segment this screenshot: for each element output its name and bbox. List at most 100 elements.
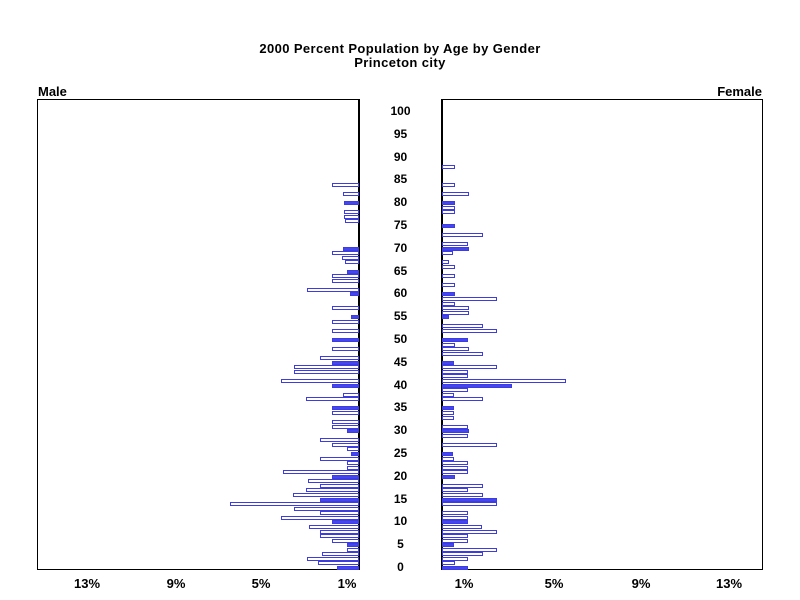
bar-female-age-8 xyxy=(442,530,497,534)
bar-male-age-38 xyxy=(343,393,359,397)
bar-male-age-13 xyxy=(294,507,359,511)
age-axis: 0 5 10 15 20 25 30 35 40 45 50 55 60 65 70 75 80 85 90 95 10… xyxy=(361,99,440,574)
bar-male-age-19 xyxy=(308,479,359,483)
bar-male-age-32 xyxy=(332,420,359,424)
age-tick-label-35: 35 xyxy=(393,400,408,414)
bar-male-age-0 xyxy=(337,566,359,570)
bar-male-age-27 xyxy=(332,443,359,447)
bar-female-age-60 xyxy=(442,292,455,296)
bar-male-age-24 xyxy=(320,457,359,461)
bar-male-age-68 xyxy=(342,256,359,260)
bar-female-age-22 xyxy=(442,466,468,470)
bar-female-age-23 xyxy=(442,461,468,465)
bar-female-age-20 xyxy=(442,475,455,479)
bar-female-age-75 xyxy=(442,224,455,228)
bar-male-age-21 xyxy=(283,470,359,474)
bar-female-age-6 xyxy=(442,539,468,543)
bar-male-age-18 xyxy=(320,484,359,488)
bar-female-age-5 xyxy=(442,543,454,547)
bar-female-age-34 xyxy=(442,411,454,415)
bar-male-age-70 xyxy=(343,247,359,251)
age-tick-label-5: 5 xyxy=(397,537,404,551)
bar-female-age-14 xyxy=(442,502,497,506)
bar-female-age-39 xyxy=(442,388,468,392)
bar-female-age-52 xyxy=(442,329,497,333)
age-tick-label-95: 95 xyxy=(393,127,408,141)
bar-male-age-7 xyxy=(320,534,359,538)
bar-male-age-34 xyxy=(332,411,359,415)
bar-male-age-23 xyxy=(347,461,359,465)
bar-male-age-55 xyxy=(351,315,359,319)
bar-male-age-5 xyxy=(347,543,359,547)
bar-female-age-31 xyxy=(442,425,468,429)
bar-male-age-8 xyxy=(320,530,359,534)
bar-female-age-73 xyxy=(442,233,483,237)
bar-male-age-57 xyxy=(332,306,359,310)
age-tick-label-70: 70 xyxy=(393,241,408,255)
bar-male-age-35 xyxy=(332,406,359,410)
bar-female-age-80 xyxy=(442,201,455,205)
bar-male-age-76 xyxy=(345,219,359,223)
bar-female-age-58 xyxy=(442,302,455,306)
bar-male-age-80 xyxy=(344,201,359,205)
age-tick-label-15: 15 xyxy=(393,492,408,506)
bar-male-age-3 xyxy=(322,552,359,556)
bar-male-age-61 xyxy=(307,288,359,292)
chart-title: 2000 Percent Population by Age by Gender xyxy=(259,41,541,56)
bar-female-age-69 xyxy=(442,251,453,255)
bar-male-age-16 xyxy=(293,493,359,497)
male-pct-tick-13: 13% xyxy=(73,576,101,591)
bar-male-age-41 xyxy=(281,379,359,383)
bar-male-age-11 xyxy=(281,516,359,520)
bar-female-age-59 xyxy=(442,297,497,301)
bar-male-age-9 xyxy=(309,525,359,529)
bar-female-age-71 xyxy=(442,242,468,246)
bar-male-age-37 xyxy=(306,397,359,401)
bar-male-age-82 xyxy=(343,192,359,196)
bar-female-age-30 xyxy=(442,429,469,433)
bar-male-age-48 xyxy=(332,347,359,351)
bar-male-age-54 xyxy=(332,320,359,324)
bar-female-age-43 xyxy=(442,370,468,374)
male-side-label: Male xyxy=(38,84,67,99)
bar-male-age-60 xyxy=(350,292,359,296)
bar-female-age-56 xyxy=(442,311,469,315)
bar-male-age-28 xyxy=(320,438,359,442)
age-tick-label-10: 10 xyxy=(393,514,408,528)
bar-male-age-43 xyxy=(294,370,359,374)
age-tick-label-80: 80 xyxy=(393,195,408,209)
bar-male-age-2 xyxy=(307,557,359,561)
bar-female-age-9 xyxy=(442,525,482,529)
bar-female-age-24 xyxy=(442,457,454,461)
bar-female-age-35 xyxy=(442,406,454,410)
age-tick-label-100: 100 xyxy=(390,104,411,118)
age-tick-label-85: 85 xyxy=(393,172,408,186)
bar-female-age-15 xyxy=(442,498,497,502)
bar-female-age-70 xyxy=(442,247,469,251)
bar-female-age-18 xyxy=(442,484,483,488)
bar-female-age-62 xyxy=(442,283,455,287)
bar-female-age-84 xyxy=(442,183,455,187)
bar-male-age-25 xyxy=(351,452,359,456)
bar-female-age-53 xyxy=(442,324,483,328)
bar-male-age-84 xyxy=(332,183,359,187)
bar-female-age-42 xyxy=(442,374,468,378)
bar-female-age-41 xyxy=(442,379,566,383)
age-tick-label-30: 30 xyxy=(393,423,408,437)
bar-male-age-64 xyxy=(332,274,359,278)
age-tick-label-0: 0 xyxy=(397,560,404,574)
bar-female-age-0 xyxy=(442,566,468,570)
bar-male-age-14 xyxy=(230,502,359,506)
bar-female-age-2 xyxy=(442,557,468,561)
bar-male-age-50 xyxy=(332,338,359,342)
bar-male-age-12 xyxy=(320,511,359,515)
bar-female-age-50 xyxy=(442,338,468,342)
bar-female-age-27 xyxy=(442,443,497,447)
bar-male-age-30 xyxy=(347,429,359,433)
bar-female-age-82 xyxy=(442,192,469,196)
bar-female-age-45 xyxy=(442,361,454,365)
bar-male-age-1 xyxy=(318,561,359,565)
male-pct-tick-1: 1% xyxy=(337,576,357,591)
bar-female-age-40 xyxy=(442,384,512,388)
